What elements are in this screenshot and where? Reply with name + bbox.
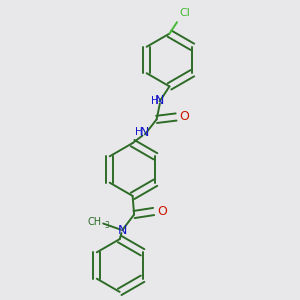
Text: 3: 3: [104, 221, 109, 230]
Text: CH: CH: [87, 217, 101, 227]
Text: H: H: [151, 95, 158, 106]
Text: H: H: [135, 127, 142, 137]
Text: Cl: Cl: [179, 8, 190, 18]
Text: N: N: [155, 94, 165, 107]
Text: N: N: [139, 125, 149, 139]
Text: N: N: [117, 224, 127, 237]
Text: O: O: [157, 205, 167, 218]
Text: O: O: [180, 110, 190, 124]
